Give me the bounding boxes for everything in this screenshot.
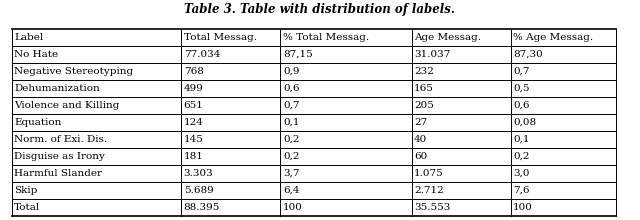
- Text: Violence and Killing: Violence and Killing: [14, 101, 120, 110]
- Text: 232: 232: [414, 67, 434, 76]
- Text: 31.037: 31.037: [414, 50, 451, 59]
- Text: 0,6: 0,6: [513, 101, 530, 110]
- Text: 0,5: 0,5: [513, 84, 530, 93]
- Text: 27: 27: [414, 118, 428, 127]
- Text: 0,1: 0,1: [513, 135, 530, 144]
- Text: 145: 145: [184, 135, 204, 144]
- Text: Equation: Equation: [14, 118, 61, 127]
- Text: Age Messag.: Age Messag.: [414, 33, 481, 42]
- Text: 0,7: 0,7: [513, 67, 530, 76]
- Text: Label: Label: [14, 33, 44, 42]
- Text: 181: 181: [184, 152, 204, 161]
- Text: 0,08: 0,08: [513, 118, 536, 127]
- Text: Total: Total: [14, 203, 40, 212]
- Text: 499: 499: [184, 84, 204, 93]
- Text: 0,6: 0,6: [283, 84, 300, 93]
- Text: Total Messag.: Total Messag.: [184, 33, 257, 42]
- Text: % Total Messag.: % Total Messag.: [283, 33, 369, 42]
- Text: Dehumanization: Dehumanization: [14, 84, 100, 93]
- Text: 205: 205: [414, 101, 434, 110]
- Text: 165: 165: [414, 84, 434, 93]
- Text: Table 3. Table with distribution of labels.: Table 3. Table with distribution of labe…: [184, 3, 456, 16]
- Text: 0,9: 0,9: [283, 67, 300, 76]
- Text: 124: 124: [184, 118, 204, 127]
- Text: 3,0: 3,0: [513, 169, 530, 178]
- Text: 0,2: 0,2: [283, 135, 300, 144]
- Text: 5.689: 5.689: [184, 186, 213, 195]
- Text: Negative Stereotyping: Negative Stereotyping: [14, 67, 133, 76]
- Text: 100: 100: [513, 203, 533, 212]
- Text: 0,1: 0,1: [283, 118, 300, 127]
- Text: 35.553: 35.553: [414, 203, 451, 212]
- Text: 87,30: 87,30: [513, 50, 543, 59]
- Text: Skip: Skip: [14, 186, 38, 195]
- Text: 40: 40: [414, 135, 428, 144]
- Text: % Age Messag.: % Age Messag.: [513, 33, 593, 42]
- Text: 77.034: 77.034: [184, 50, 220, 59]
- Text: 2.712: 2.712: [414, 186, 444, 195]
- Text: 60: 60: [414, 152, 428, 161]
- Text: 6,4: 6,4: [283, 186, 300, 195]
- Text: 7,6: 7,6: [513, 186, 530, 195]
- Text: 0,2: 0,2: [513, 152, 530, 161]
- Text: No Hate: No Hate: [14, 50, 58, 59]
- Text: 3,7: 3,7: [283, 169, 300, 178]
- Text: 87,15: 87,15: [283, 50, 312, 59]
- Text: 0,7: 0,7: [283, 101, 300, 110]
- Text: Norm. of Exi. Dis.: Norm. of Exi. Dis.: [14, 135, 108, 144]
- Text: Harmful Slander: Harmful Slander: [14, 169, 102, 178]
- Text: 768: 768: [184, 67, 204, 76]
- Text: 651: 651: [184, 101, 204, 110]
- Text: 1.075: 1.075: [414, 169, 444, 178]
- Text: Disguise as Irony: Disguise as Irony: [14, 152, 105, 161]
- Text: 3.303: 3.303: [184, 169, 213, 178]
- Text: 88.395: 88.395: [184, 203, 220, 212]
- Text: 100: 100: [283, 203, 303, 212]
- Text: 0,2: 0,2: [283, 152, 300, 161]
